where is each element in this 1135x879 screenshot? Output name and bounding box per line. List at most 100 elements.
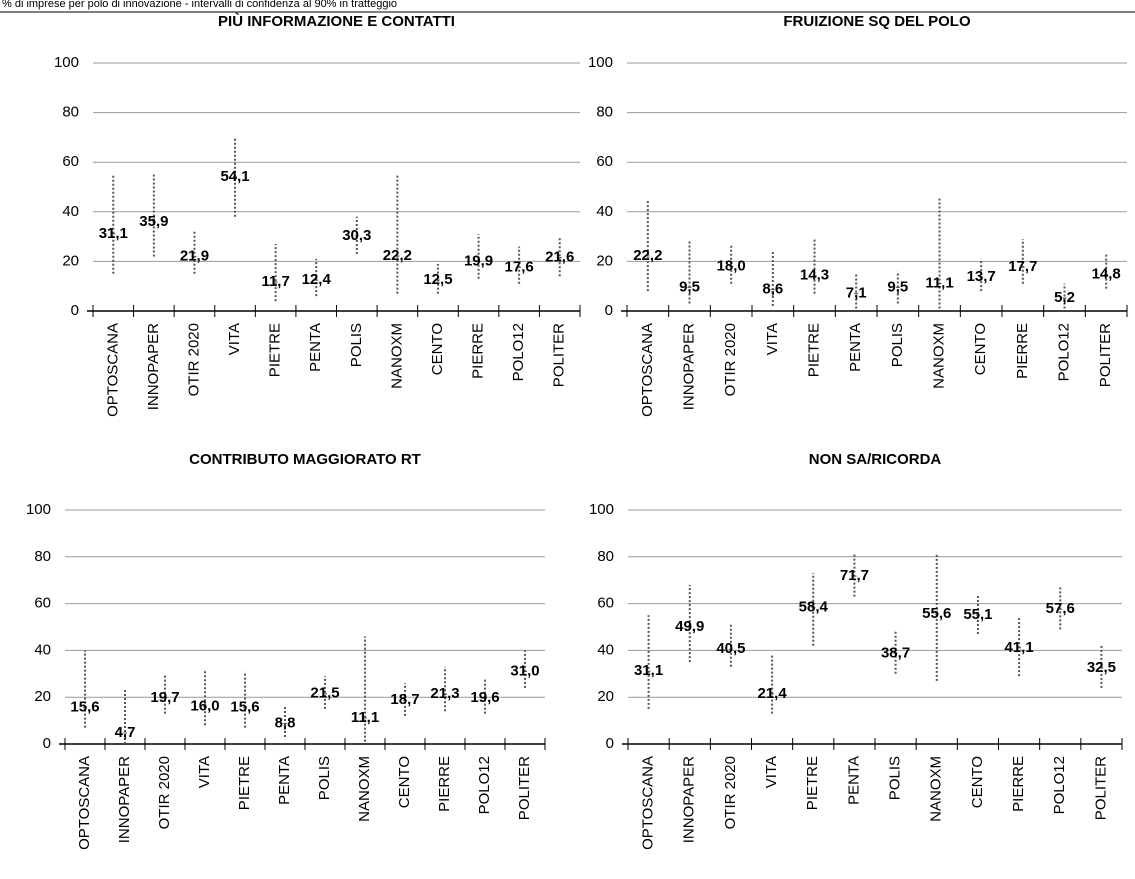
value-label: 15,6 [230,698,259,715]
x-tick-label: POLO12 [476,756,493,814]
x-tick-label: POLITER [1092,756,1109,820]
x-tick-label: PENTA [276,756,293,805]
y-tick-label: 80 [597,548,614,565]
value-label: 55,1 [963,606,992,623]
x-tick-label: POLIS [887,756,904,800]
x-tick-label: OPTOSCANA [640,756,657,850]
x-tick-label: CENTO [396,756,413,808]
y-tick-label: 0 [71,302,79,319]
value-label: 22,2 [633,247,662,264]
x-tick-label: PIETRE [267,323,284,377]
x-tick-label: VITA [763,756,780,788]
value-label: 12,4 [302,271,332,288]
y-tick-label: 20 [596,252,613,269]
x-tick-label: POLITER [1097,323,1114,387]
y-tick-label: 100 [589,501,614,518]
chart-title: CONTRIBUTO MAGGIORATO RT [189,451,421,468]
value-label: 9,5 [679,278,700,295]
value-label: 13,7 [967,268,996,285]
x-tick-label: PIERRE [470,323,487,379]
value-label: 17,7 [1008,258,1037,275]
x-tick-label: PENTA [307,323,324,372]
value-label: 7,1 [846,284,867,301]
value-label: 40,5 [716,640,745,657]
value-label: 14,8 [1092,265,1121,282]
value-label: 4,7 [115,724,136,741]
x-tick-label: VITA [196,756,213,788]
value-label: 57,6 [1046,600,1075,617]
y-tick-label: 80 [34,548,51,565]
x-tick-label: PENTA [847,323,864,372]
x-tick-label: PIETRE [236,756,253,810]
x-tick-label: OTIR 2020 [185,323,202,396]
value-label: 22,2 [383,247,412,264]
value-label: 16,0 [190,698,219,715]
chart-title: NON SA/RICORDA [809,451,942,468]
value-label: 32,5 [1087,659,1116,676]
x-tick-label: NANOXM [928,756,945,822]
y-tick-label: 40 [62,203,79,220]
x-tick-label: OTIR 2020 [156,756,173,829]
value-label: 31,1 [634,662,663,679]
value-label: 19,7 [150,689,179,706]
value-label: 31,1 [99,225,128,242]
value-label: 14,3 [800,267,829,284]
y-tick-label: 60 [596,153,613,170]
value-label: 18,7 [390,691,419,708]
x-tick-label: INNOPAPER [681,756,698,843]
chart-title: FRUIZIONE SQ DEL POLO [783,13,971,30]
x-tick-label: PIETRE [804,756,821,810]
value-label: 21,6 [545,248,574,265]
x-tick-label: NANOXM [930,323,947,389]
value-label: 11,1 [925,274,953,291]
y-tick-label: 20 [62,252,79,269]
value-label: 9,5 [887,278,908,295]
x-tick-label: POLO12 [510,323,527,381]
y-tick-label: 20 [34,688,51,705]
x-tick-label: POLIS [889,323,906,367]
x-tick-label: POLIS [348,323,365,367]
y-tick-label: 60 [62,153,79,170]
x-tick-label: VITA [764,323,781,355]
value-label: 54,1 [220,168,249,185]
value-label: 71,7 [840,567,869,584]
x-tick-label: OPTOSCANA [639,323,656,417]
x-tick-label: OPTOSCANA [104,323,121,417]
x-tick-label: PENTA [845,756,862,805]
value-label: 18,0 [717,257,746,274]
x-tick-label: PIERRE [436,756,453,812]
x-tick-label: POLO12 [1051,756,1068,814]
value-label: 21,4 [757,685,787,702]
x-tick-label: PIERRE [1010,756,1027,812]
x-tick-label: POLO12 [1055,323,1072,381]
y-tick-label: 80 [596,104,613,121]
y-tick-label: 40 [34,641,51,658]
value-label: 8,6 [762,281,783,298]
y-tick-label: 100 [588,54,613,71]
y-tick-label: 0 [605,302,613,319]
x-tick-label: NANOXM [356,756,373,822]
value-label: 35,9 [139,213,168,230]
x-tick-label: CENTO [429,323,446,375]
value-label: 41,1 [1004,639,1033,656]
x-tick-label: POLIS [316,756,333,800]
value-label: 21,5 [310,685,339,702]
y-tick-label: 60 [34,595,51,612]
y-tick-label: 40 [596,203,613,220]
x-tick-label: NANOXM [388,323,405,389]
value-label: 12,5 [423,271,452,288]
value-label: 5,2 [1054,289,1075,306]
x-tick-label: CENTO [969,756,986,808]
x-tick-label: PIETRE [805,323,822,377]
value-label: 19,9 [464,253,493,270]
x-tick-label: VITA [226,323,243,355]
value-label: 19,6 [470,689,499,706]
x-tick-label: OTIR 2020 [722,756,739,829]
value-label: 15,6 [70,698,99,715]
y-tick-label: 100 [26,501,51,518]
y-tick-label: 100 [54,54,79,71]
x-tick-label: INNOPAPER [116,756,133,843]
value-label: 11,1 [351,709,379,726]
value-label: 55,6 [922,605,951,622]
